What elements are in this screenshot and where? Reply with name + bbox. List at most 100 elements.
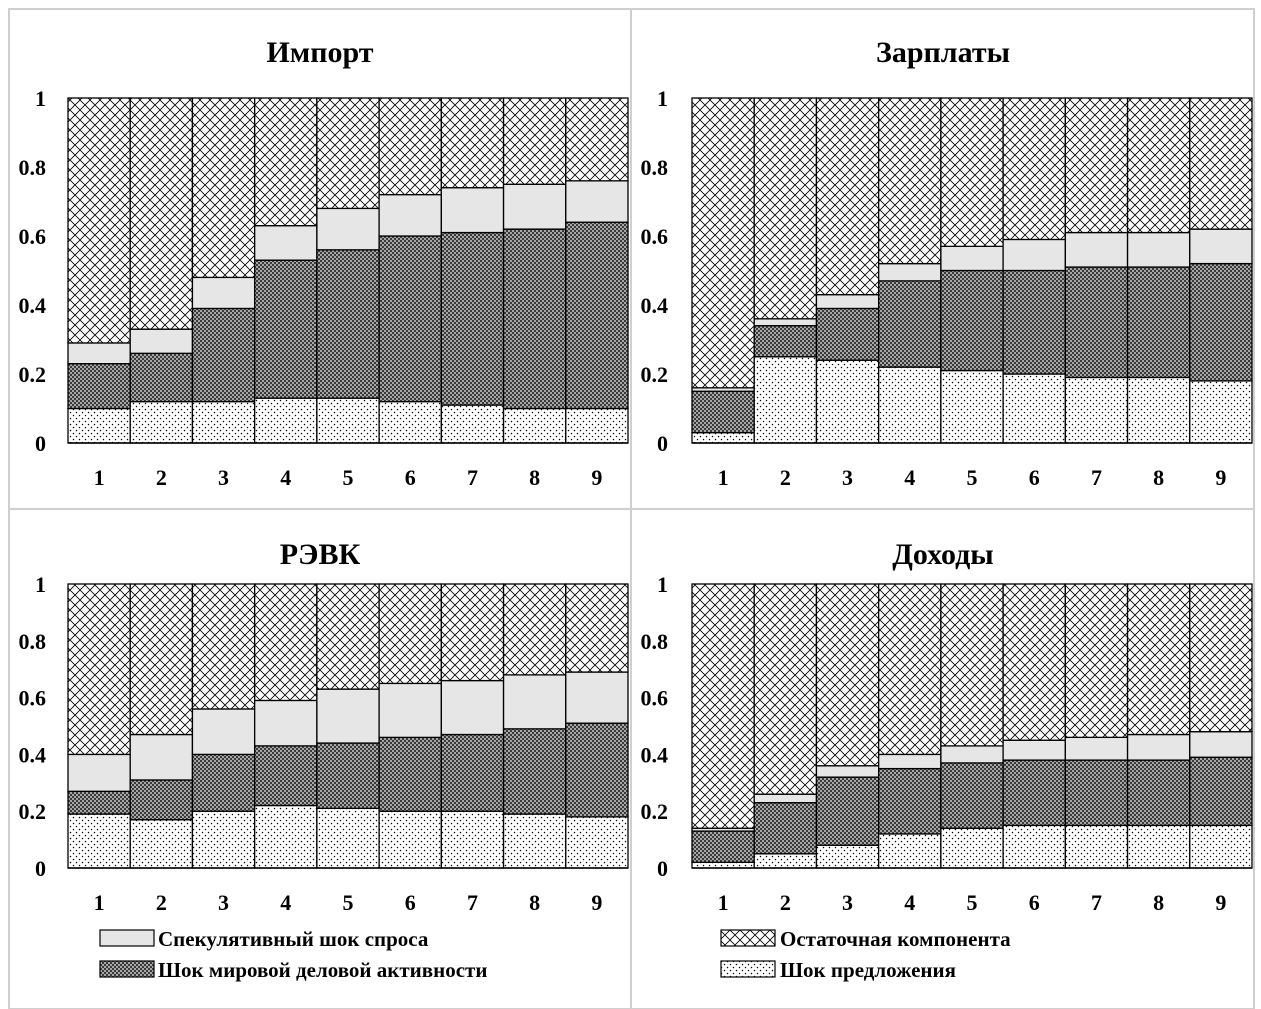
x-tick-label: 7 [467, 465, 478, 490]
bar-segment-speculative [940, 745, 1004, 764]
bar-segment-speculative [67, 753, 131, 792]
bar-segment-supply [940, 827, 1004, 869]
x-tick-label: 6 [1029, 890, 1040, 915]
bar-segment-supply [1002, 824, 1066, 869]
bar-segment-speculative [878, 262, 942, 282]
bar-segment-world [191, 753, 256, 812]
bar-segment-residual [753, 97, 818, 320]
x-tick-label: 5 [967, 890, 978, 915]
bar-segment-supply [502, 407, 567, 444]
figure-frame [8, 8, 1255, 1009]
bar-segment-residual [753, 583, 818, 795]
bar-segment-world [129, 352, 194, 403]
y-tick-label: 0.6 [19, 686, 47, 711]
bar-segment-residual [129, 97, 194, 330]
bar-segment-world [815, 776, 880, 846]
bar-segment-world [502, 228, 567, 410]
bar-segment-world [1002, 269, 1066, 375]
bar-segment-world [129, 779, 194, 821]
x-tick-label: 3 [842, 465, 853, 490]
x-tick-label: 2 [156, 890, 167, 915]
bar-segment-residual [191, 583, 256, 710]
y-tick-label: 0.6 [641, 686, 669, 711]
x-tick-label: 1 [94, 890, 105, 915]
bar-segment-supply [191, 810, 256, 869]
bar-segment-world [378, 736, 442, 812]
bar-segment-residual [878, 97, 942, 265]
bar-segment-residual [1126, 583, 1191, 736]
bar-segment-speculative [129, 328, 194, 354]
bar-segment-speculative [1126, 733, 1191, 761]
bar-segment-world [878, 280, 942, 368]
x-tick-label: 7 [1091, 465, 1102, 490]
bar-segment-supply [254, 804, 318, 869]
y-tick-label: 0 [35, 856, 46, 881]
x-tick-label: 6 [405, 465, 416, 490]
panel-income: Доходы 0 0.2 0.4 0.6 0.8 1 1 2 3 4 5 6 7 8 9 [641, 538, 1253, 915]
panel-title-income: Доходы [892, 538, 993, 571]
bar-segment-speculative [1064, 736, 1129, 761]
bar-segment-supply [691, 431, 755, 444]
bar-segment-world [191, 307, 256, 403]
x-tick-label: 5 [343, 890, 354, 915]
bar-segment-world [316, 742, 380, 810]
bar-segment-supply [378, 400, 442, 444]
bar-segment-residual [1064, 97, 1129, 234]
panel-title-import: Импорт [266, 36, 373, 69]
bar-segment-supply [316, 397, 380, 444]
x-tick-label: 3 [842, 890, 853, 915]
bar-segment-residual [565, 583, 629, 673]
bar-segment-speculative [502, 183, 567, 230]
x-tick-label: 7 [1091, 890, 1102, 915]
bar-segment-world [1189, 756, 1253, 827]
bar-segment-residual [191, 97, 256, 279]
bar-segment-speculative [191, 276, 256, 310]
bar-segment-world [753, 325, 818, 358]
y-tick-label: 0.2 [19, 799, 47, 824]
x-tick-label: 8 [529, 465, 540, 490]
bar-segment-supply [440, 810, 505, 869]
bar-segment-supply [691, 861, 755, 869]
bar-segment-supply [815, 359, 880, 444]
bar-segment-world [1189, 262, 1253, 382]
bar-segment-supply [1126, 824, 1191, 869]
bar-segment-residual [502, 97, 567, 185]
bar-segment-supply [565, 816, 629, 869]
bar-segment-world [691, 390, 755, 434]
x-tick-label: 5 [343, 465, 354, 490]
bar-segment-world [67, 790, 131, 815]
bar-segment-speculative [940, 245, 1004, 272]
x-tick-label: 4 [280, 890, 291, 915]
bar-segment-world [565, 722, 629, 818]
y-tick-label: 0.2 [19, 362, 47, 387]
bar-segment-world [254, 745, 318, 807]
bar-segment-residual [1064, 583, 1129, 739]
x-tick-label: 6 [1029, 465, 1040, 490]
bar-segment-residual [254, 583, 318, 702]
bar-segment-supply [254, 397, 318, 444]
bar-segment-residual [815, 583, 880, 767]
legend-item-world: Шок мировой деловой активности [99, 958, 487, 982]
x-tick-label: 2 [156, 465, 167, 490]
bar-segment-world [691, 830, 755, 863]
bar-segment-residual [129, 583, 194, 736]
bar-segment-supply [1064, 824, 1129, 869]
bar-segment-world [1126, 266, 1191, 379]
x-tick-label: 8 [1153, 890, 1164, 915]
x-tick-label: 3 [218, 890, 229, 915]
bar-segment-supply [878, 833, 942, 869]
bar-segment-world [1126, 759, 1191, 827]
x-tick-label: 8 [529, 890, 540, 915]
panel-title-revk: РЭВК [280, 538, 361, 571]
bar-segment-speculative [1002, 238, 1066, 272]
legend-swatch-world [99, 960, 155, 978]
y-tick-label: 1 [35, 86, 46, 111]
y-tick-label: 1 [657, 572, 668, 597]
chart-panels: Импорт 0 0.2 0.4 0.6 0.8 1 1 2 3 4 5 6 7 8 9 Зарплаты 0 0.… [19, 36, 1253, 915]
x-tick-label: 9 [591, 465, 602, 490]
bar-segment-supply [67, 813, 131, 869]
y-tick-label: 0.8 [19, 629, 47, 654]
y-tick-label: 0.8 [641, 629, 669, 654]
legend-label-speculative: Спекулятивный шок спроса [158, 927, 429, 951]
bar-segment-residual [440, 97, 505, 189]
